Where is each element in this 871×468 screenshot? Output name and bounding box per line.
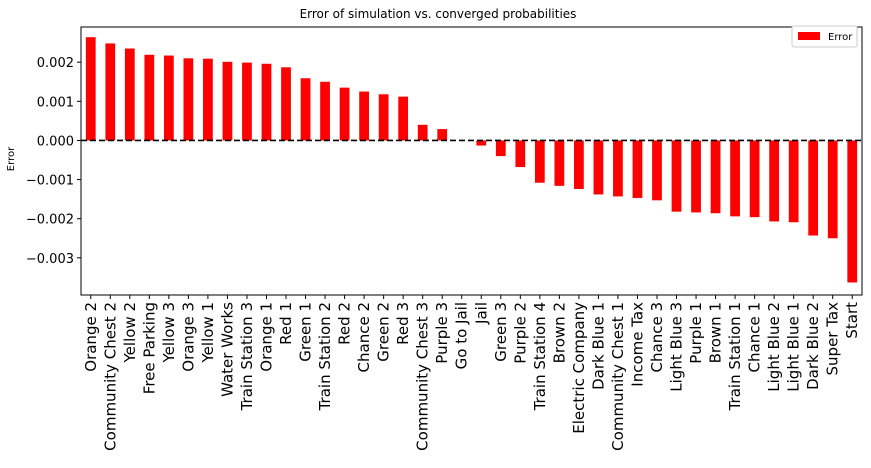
x-tick-label: Train Station 2 (316, 302, 334, 411)
bar-yellow-2 (124, 48, 135, 141)
chart-title: Error of simulation vs. converged probab… (300, 7, 577, 21)
x-tick-label: Purple 2 (511, 302, 529, 364)
bar-free-parking (144, 54, 155, 141)
bar-green-2 (378, 94, 389, 141)
x-tick-label: Jail (472, 302, 490, 325)
bar-income-tax (632, 140, 643, 198)
x-tick-label: Yellow 3 (160, 302, 178, 364)
x-tick-label: Start (843, 302, 861, 339)
x-tick-label: Brown 1 (707, 302, 725, 363)
x-tick-label: Orange 1 (257, 302, 275, 372)
x-tick-label: Train Station 4 (531, 302, 549, 411)
bars-group (85, 37, 858, 283)
x-tick-label: Orange 3 (179, 302, 197, 372)
x-tick-label: Light Blue 3 (668, 302, 686, 392)
x-tick-label: Chance 2 (355, 302, 373, 372)
legend-label: Error (828, 32, 853, 43)
bar-orange-1 (261, 63, 272, 141)
bar-brown-1 (710, 140, 721, 214)
x-tick-label: Green 3 (492, 302, 510, 362)
legend-box (791, 25, 858, 48)
x-tick-label: Red 2 (336, 302, 354, 345)
x-tick-label: Red 3 (394, 302, 412, 345)
bar-red-2 (339, 87, 350, 141)
bar-chance-1 (749, 140, 760, 218)
bar-start (847, 140, 858, 283)
x-tick-label: Community Chest 1 (609, 302, 627, 451)
bar-dark-blue-2 (808, 140, 819, 236)
y-tick-label: −0.002 (26, 213, 74, 228)
bar-green-3 (495, 140, 506, 157)
x-tick-label: Community Chest 2 (101, 302, 119, 451)
bar-light-blue-2 (769, 140, 780, 222)
x-tick-label: Brown 2 (550, 302, 568, 363)
bar-train-station-4 (534, 140, 545, 183)
bar-chance-3 (652, 140, 662, 201)
axis-ticks: 0.002 0.001 0.000 −0.001 −0.002 −0.003 Orange … (26, 56, 861, 451)
y-tick-label: −0.003 (26, 252, 74, 267)
bar-dark-blue-1 (593, 140, 604, 195)
bar-yellow-1 (203, 58, 213, 141)
x-tick-label: Electric Company (570, 302, 588, 434)
x-tick-label: Community Chest 3 (414, 302, 432, 451)
x-tick-label: Super Tax (824, 302, 842, 376)
x-tick-label: Water Works (218, 302, 236, 397)
x-tick-label: Go to Jail (453, 302, 471, 369)
bar-train-station-1 (730, 140, 740, 217)
bar-water-works (222, 61, 233, 141)
y-tick-label: 0.000 (37, 134, 74, 149)
x-tick-label: Dark Blue 1 (589, 302, 607, 390)
y-tick-label: −0.001 (26, 174, 74, 189)
bar-red-1 (281, 67, 291, 141)
bar-purple-3 (437, 129, 448, 141)
x-tick-label: Dark Blue 2 (804, 302, 822, 390)
legend: Error (791, 25, 858, 48)
y-tick-label: 0.002 (37, 56, 74, 71)
bar-train-station-2 (320, 81, 330, 141)
bar-community-chest-2 (105, 43, 116, 141)
x-tick-label: Light Blue 2 (765, 302, 783, 392)
x-tick-label: Green 1 (297, 302, 315, 362)
x-tick-label: Chance 3 (648, 302, 666, 372)
bar-red-3 (398, 96, 409, 141)
y-axis-label: Error (6, 146, 17, 171)
bar-chance-2 (359, 91, 369, 141)
plot-frame (80, 26, 863, 296)
bar-purple-2 (515, 140, 526, 168)
x-tick-label: Train Station 1 (726, 302, 744, 411)
bar-orange-3 (183, 58, 194, 141)
x-tick-label: Green 2 (375, 302, 393, 362)
bar-yellow-3 (163, 55, 174, 141)
bar-brown-2 (554, 140, 565, 186)
bar-jail (476, 140, 487, 146)
x-tick-label: Purple 1 (687, 302, 705, 364)
x-tick-label: Free Parking (140, 302, 158, 394)
bar-super-tax (827, 140, 838, 239)
bar-light-blue-1 (788, 140, 799, 223)
bar-train-station-3 (242, 62, 252, 141)
x-tick-label: Income Tax (628, 302, 646, 387)
x-tick-label: Yellow 1 (199, 302, 217, 364)
legend-swatch (798, 32, 820, 40)
bar-purple-1 (691, 140, 701, 213)
x-tick-label: Chance 1 (746, 302, 764, 372)
x-tick-label: Light Blue 1 (785, 302, 803, 392)
bar-community-chest-1 (613, 140, 623, 197)
bar-orange-2 (85, 37, 96, 141)
x-tick-label: Red 1 (277, 302, 295, 345)
bar-green-1 (300, 78, 311, 141)
bar-community-chest-3 (417, 124, 428, 141)
x-tick-label: Orange 2 (82, 302, 100, 372)
bar-light-blue-3 (671, 140, 682, 212)
y-tick-label: 0.001 (37, 95, 74, 110)
x-tick-label: Train Station 3 (238, 302, 256, 411)
bar-electric-company (574, 140, 584, 189)
x-tick-label: Yellow 2 (121, 302, 139, 364)
x-tick-label: Purple 3 (433, 302, 451, 364)
